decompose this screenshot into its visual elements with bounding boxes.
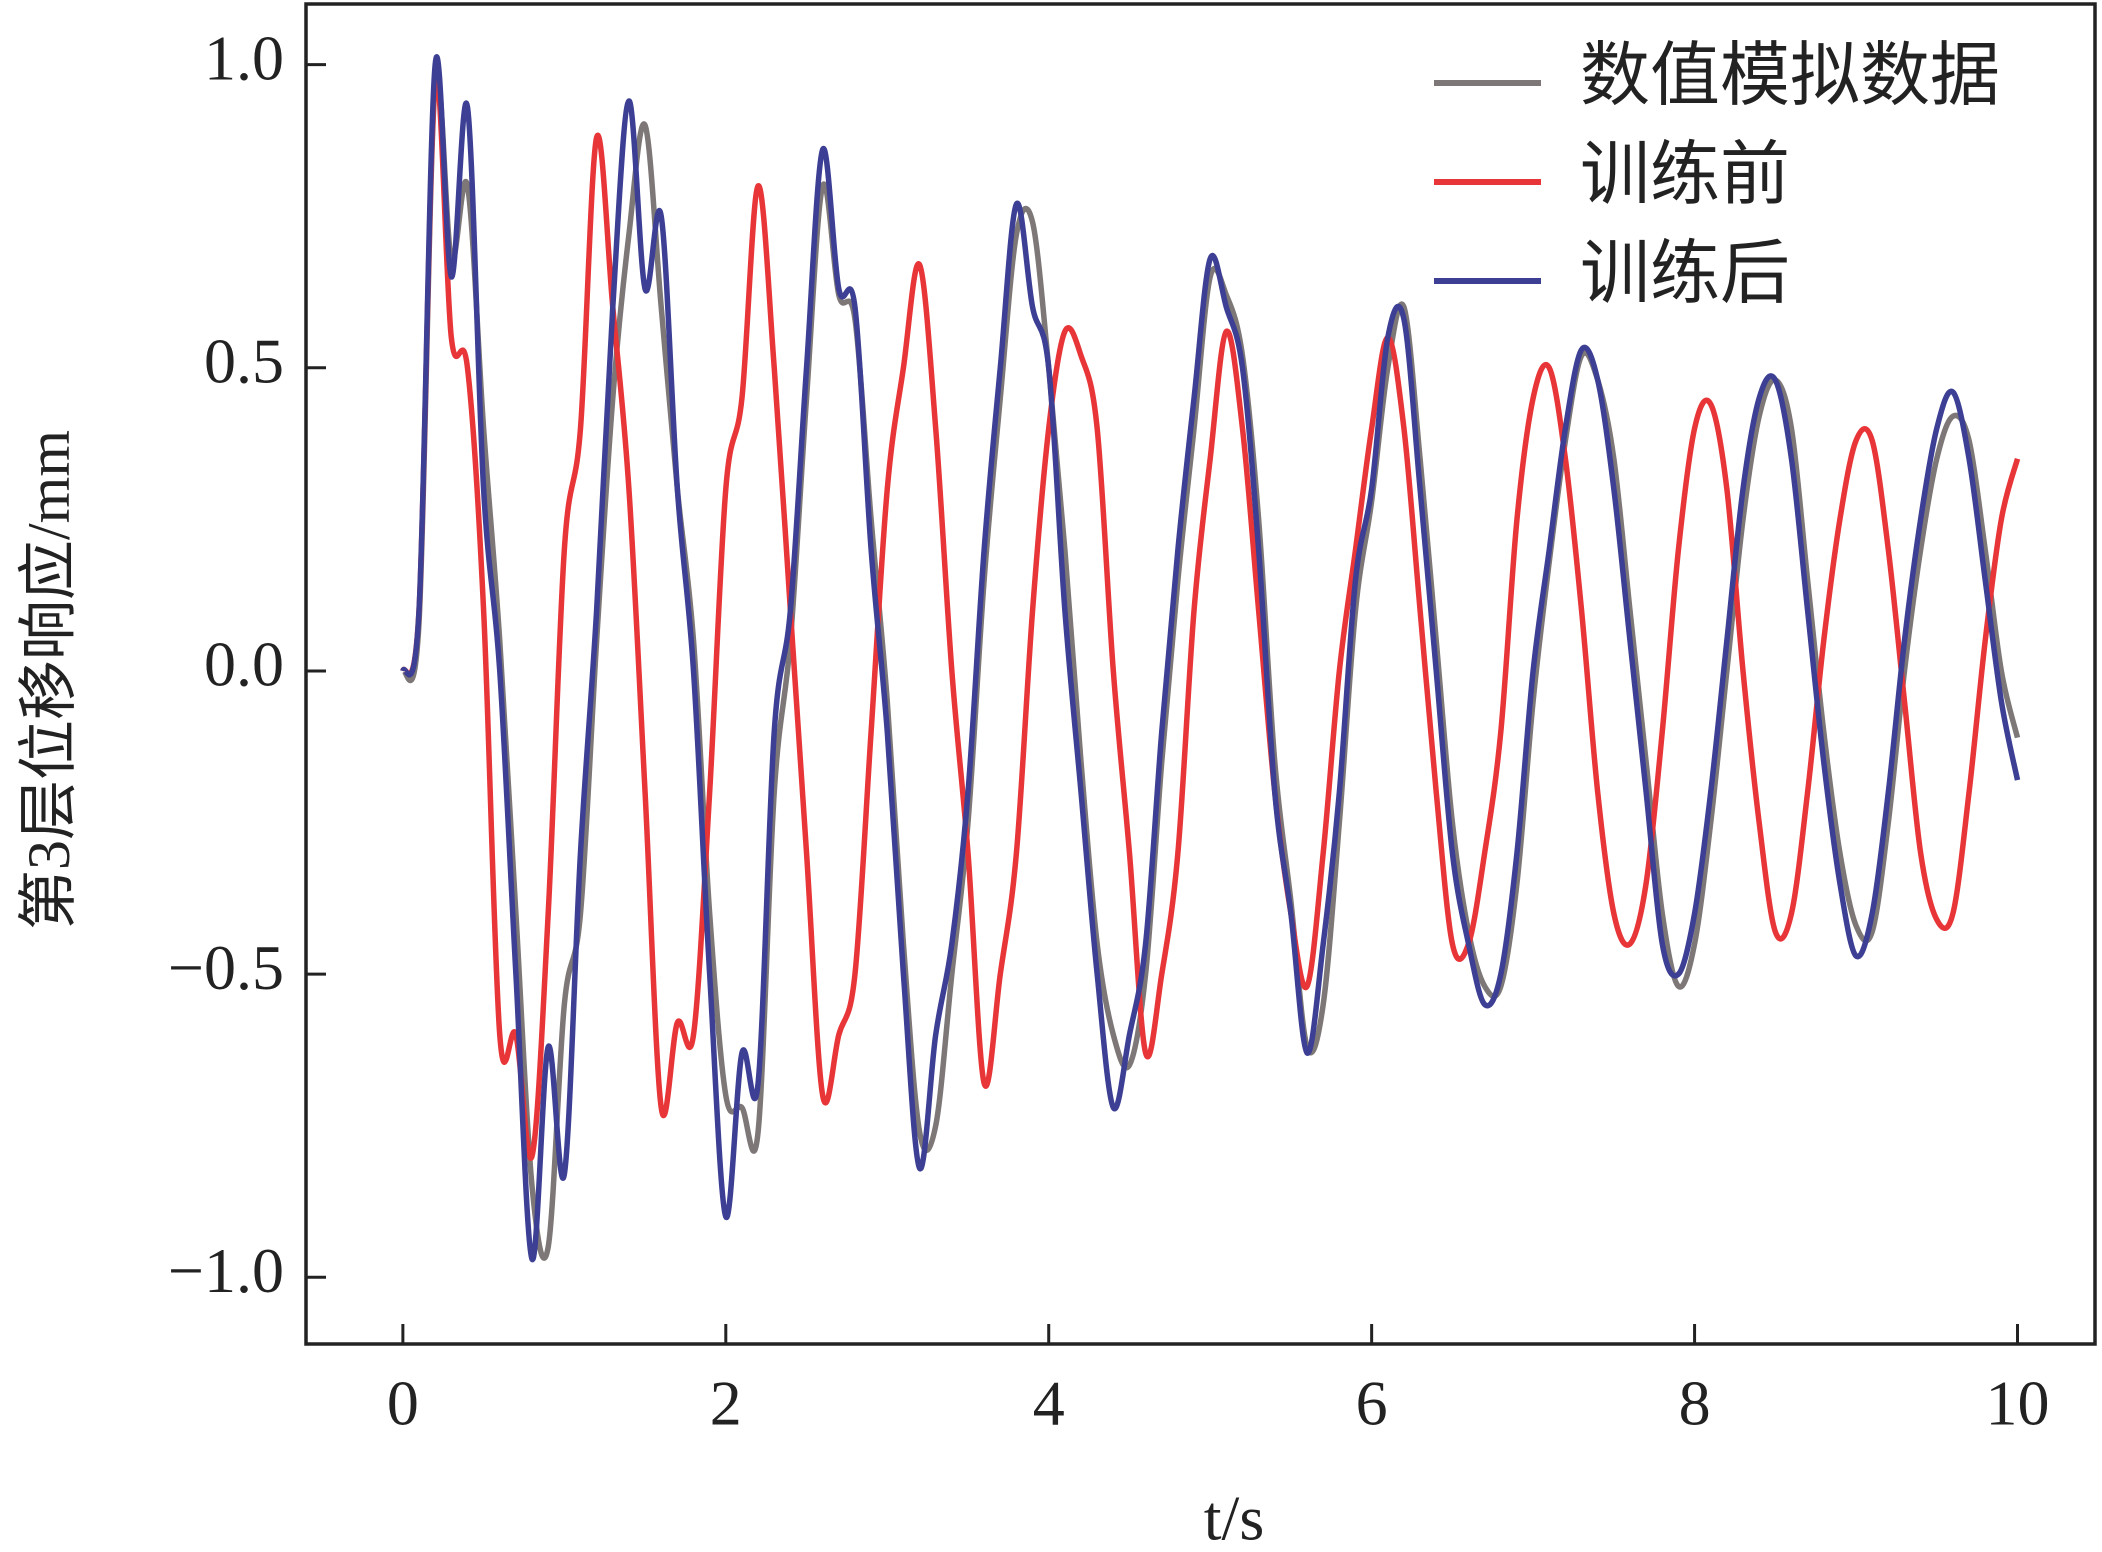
y-tick-label: 0.5: [204, 325, 284, 396]
y-tick-label: −0.5: [168, 932, 284, 1003]
legend-label: 训练后: [1580, 236, 1790, 313]
y-axis-label: 第3层位移响应/mm: [16, 430, 82, 930]
series-line: [400, 75, 2021, 1162]
x-tick-label: 0: [387, 1368, 419, 1439]
x-tick-label: 4: [1033, 1368, 1065, 1439]
x-tick-label: 8: [1679, 1368, 1711, 1439]
x-tick-label: 10: [1985, 1368, 2049, 1439]
x-tick-label: 2: [710, 1368, 742, 1439]
plot-frame: [304, 2, 2097, 1346]
y-tick-label: 0.0: [204, 629, 284, 700]
y-tick-label: 1.0: [204, 22, 284, 93]
legend-label: 数值模拟数据: [1580, 38, 2000, 115]
series-line: [400, 54, 2021, 1262]
x-tick-label: 6: [1356, 1368, 1388, 1439]
legend-label: 训练前: [1580, 137, 1790, 214]
series-line: [400, 69, 2021, 1261]
y-tick-label: −1.0: [168, 1235, 284, 1306]
x-axis-label: t/s: [1204, 1483, 1264, 1552]
